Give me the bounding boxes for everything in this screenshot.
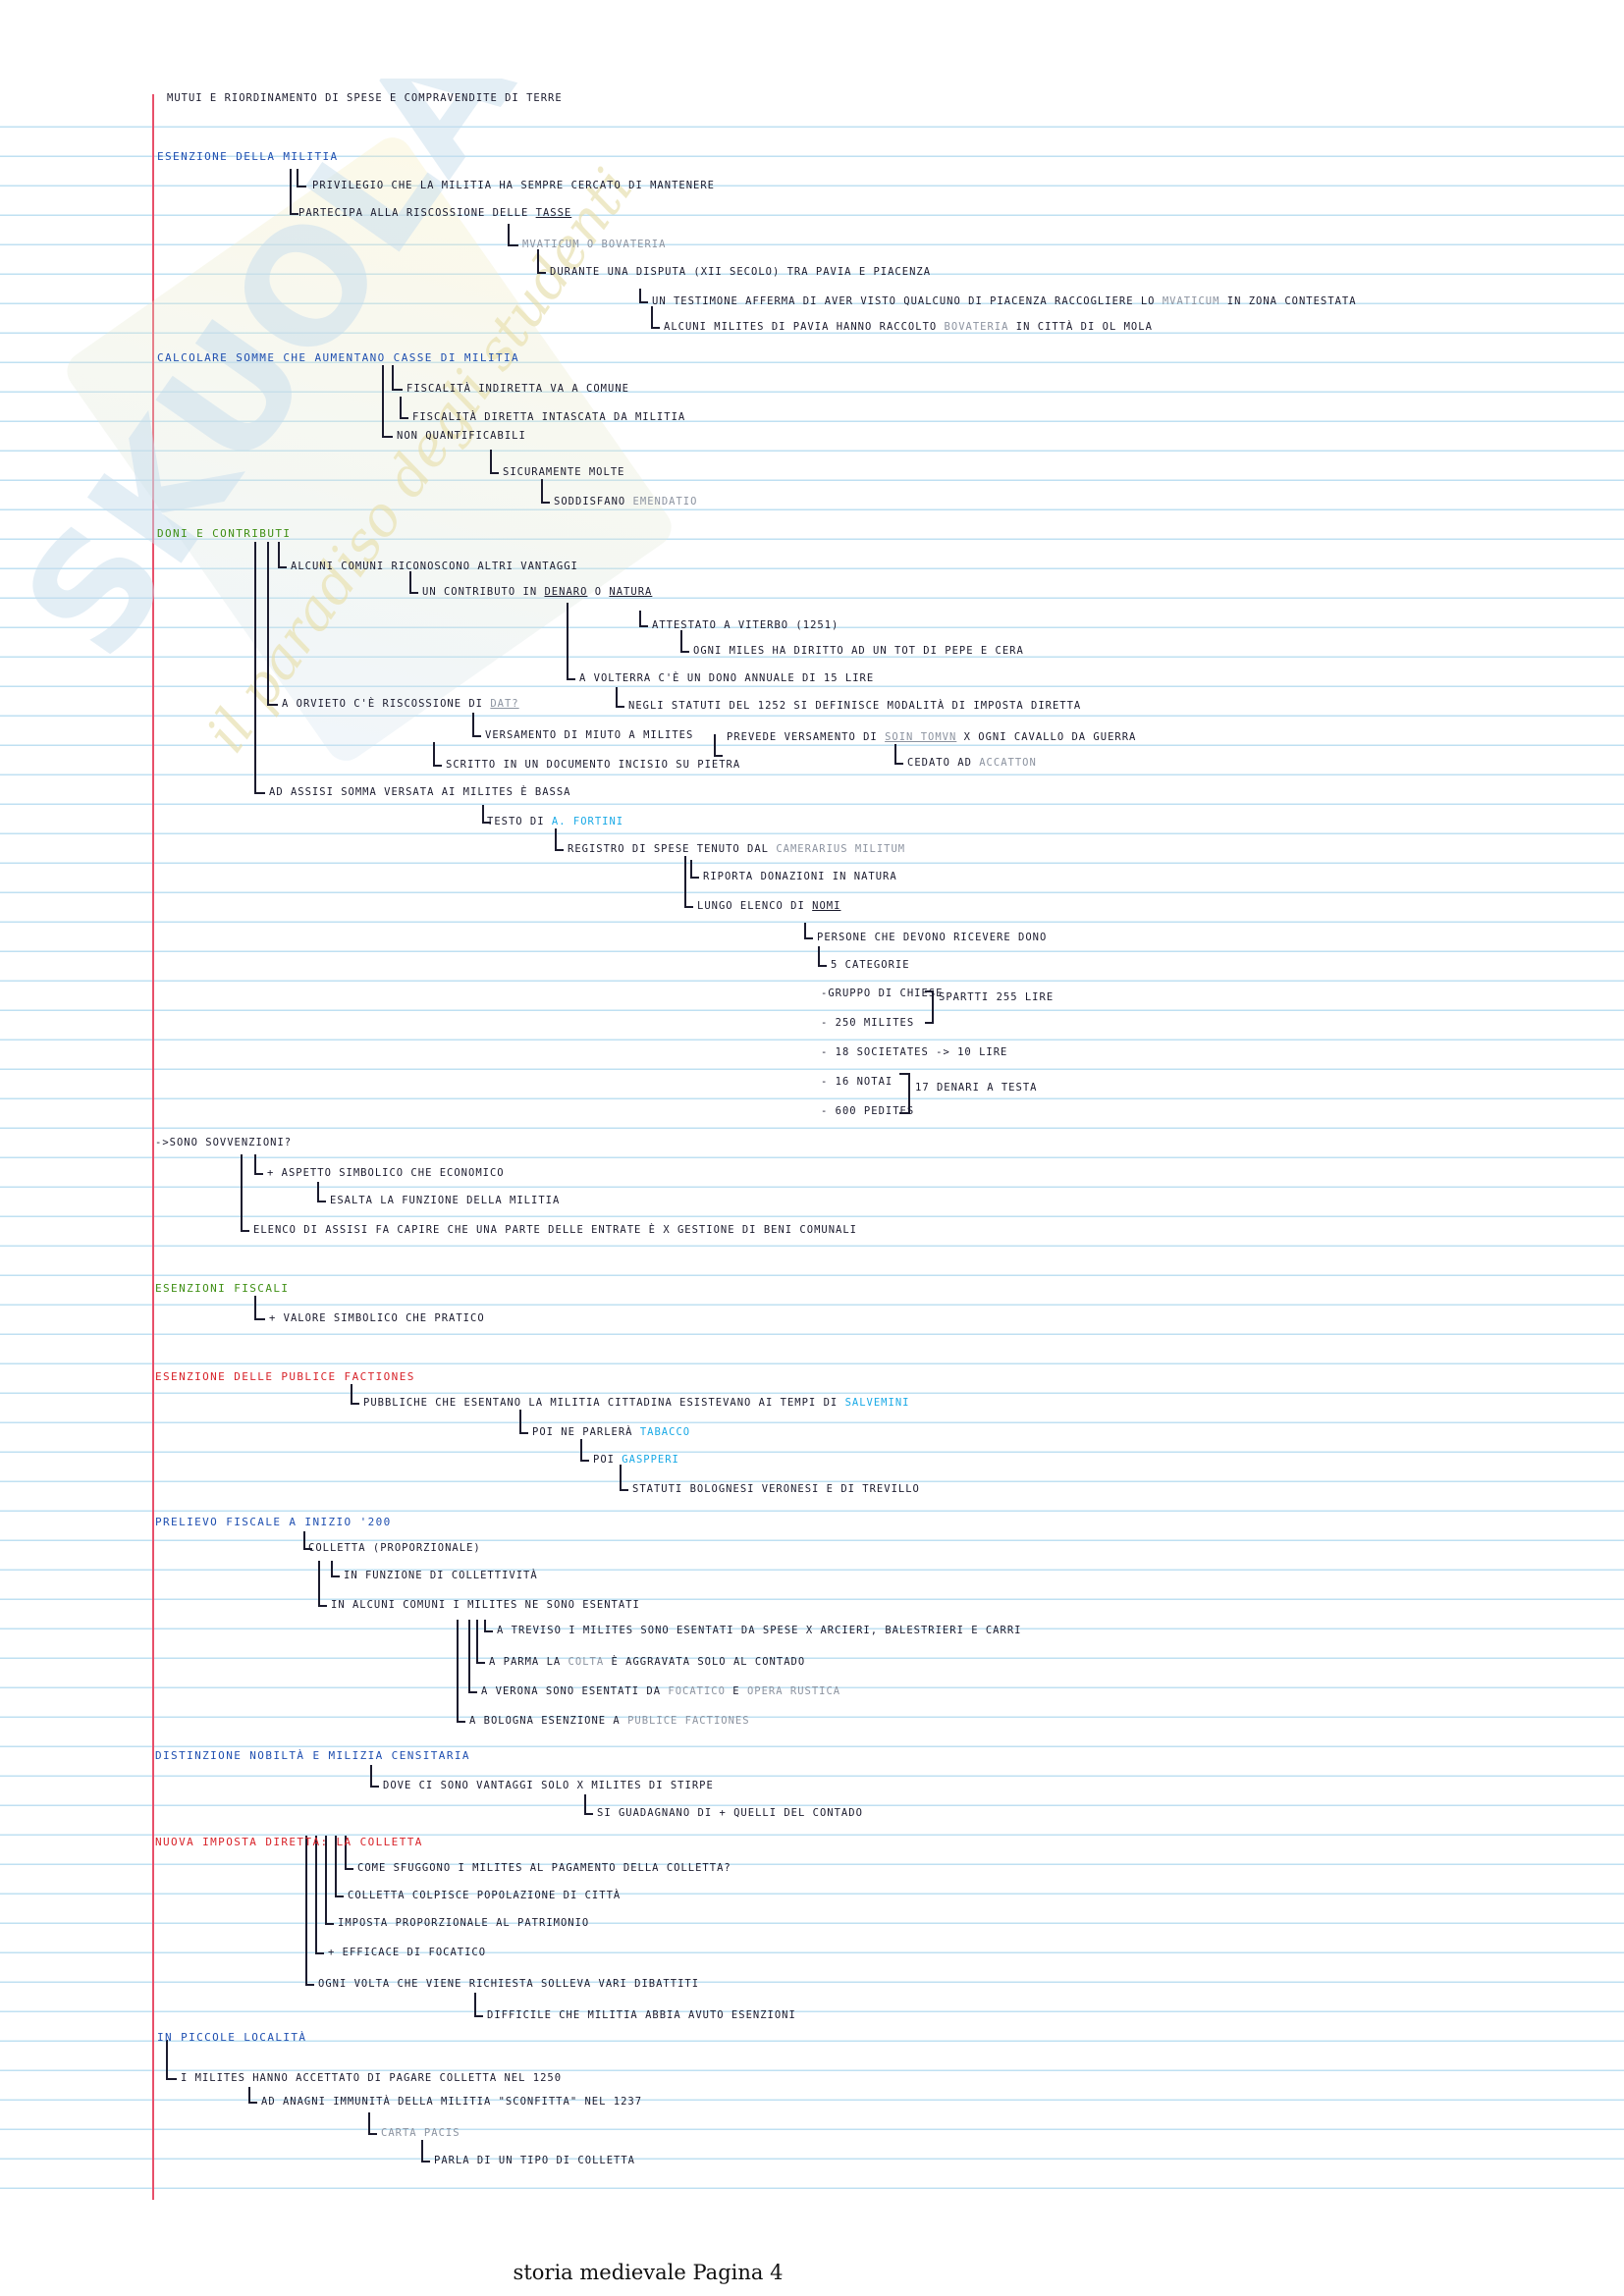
note-line: elenco di assisi fa capire che una parte… [253, 1224, 858, 1236]
note-line: 5 categorie [831, 959, 910, 971]
note-line: persone che devono ricevere dono [817, 932, 1048, 943]
note-line: partecipa alla riscossione delle tasse [298, 207, 572, 219]
note-line: in alcuni comuni i milites ne sono esent… [331, 1599, 640, 1611]
note-line: come sfuggono i milites al pagamento del… [357, 1862, 731, 1874]
note-line: carta pacis [381, 2127, 460, 2139]
note-line: ogni volta che viene richiesta solleva v… [318, 1978, 700, 1990]
watermark-logo: SKUOLA.net il paradiso degli studenti [29, 79, 736, 764]
note-line: colletta colpisce popolazione di città [348, 1890, 622, 1901]
note-line: + valore simbolico che pratico [269, 1312, 485, 1324]
note-line: privilegio che la militia ha sempre cerc… [312, 180, 716, 191]
note-line: dove ci sono vantaggi solo x milites di … [383, 1780, 714, 1791]
margin-line [152, 94, 154, 2200]
note-line: registro di spese tenuto dal camerarius … [568, 843, 906, 855]
list-item: - 600 pedites [821, 1105, 915, 1117]
note-line: durante una disputa (xii secolo) tra pav… [550, 266, 932, 278]
heading-publice-factiones: Esenzione delle publice factiones [155, 1370, 415, 1383]
heading-nuova-imposta: Nuova imposta diretta: la colletta [155, 1836, 423, 1848]
list-note: 17 denari a testa [915, 1082, 1038, 1094]
note-line: attestato a viterbo (1251) [652, 619, 839, 631]
list-item: - 16 notai [821, 1076, 893, 1088]
heading-esenzioni-fiscali: Esenzioni fiscali [155, 1282, 290, 1295]
note-line: fiscalità indiretta va a comune [406, 383, 629, 395]
heading-prelievo-fiscale: Prelievo fiscale a inizio '200 [155, 1516, 392, 1528]
list-item: -gruppo di chiese [821, 988, 944, 999]
note-line: ad anagni immunità della militia "sconfi… [261, 2096, 643, 2108]
heading-calcolare-somme: Calcolare somme che aumentano casse di m… [157, 351, 520, 364]
note-line: cedato ad Accatton [907, 757, 1037, 769]
note-line: a bologna esenzione a publice factiones [469, 1715, 750, 1727]
note-line: colletta (proporzionale) [308, 1542, 481, 1554]
note-line: a parma la colta è aggravata solo al con… [489, 1656, 806, 1668]
note-line: ad assisi somma versata ai milites è bas… [269, 786, 571, 798]
note-line: difficile che militia abbia avuto esenzi… [487, 2009, 796, 2021]
note-line: riporta donazioni in natura [703, 871, 897, 882]
watermark-shape [67, 137, 672, 761]
list-item: - 250 milites [821, 1017, 915, 1029]
note-line: sicuramente molte [503, 466, 625, 478]
note-line: fiscalità diretta intascata da militia [412, 411, 686, 423]
note-line: statuti bolognesi veronesi e di trevillo [632, 1483, 920, 1495]
note-line: poi Gaspperi [593, 1454, 679, 1466]
note-line: ogni miles ha diritto ad un tot di pepe … [693, 645, 1024, 657]
note-line: prevede versamento di soin tomvn x ogni … [727, 731, 1137, 743]
note-line: poi ne parlerà Tabacco [532, 1426, 691, 1438]
top-cut-line: Mutui e riordinamento di spese e comprav… [167, 92, 563, 104]
note-line: scritto in un documento incisio su pietr… [446, 759, 741, 771]
list-item: - 18 societates -> 10 lire [821, 1046, 1008, 1058]
note-line: un contributo in denaro o natura [422, 586, 653, 598]
note-line: + efficace di focatico [328, 1947, 487, 1958]
heading-esenzione-militia: Esenzione della militia [157, 150, 339, 163]
note-line: soddisfano Emendatio [554, 496, 698, 507]
note-line: versamento di miuto a milites [485, 729, 694, 741]
heading-sovvenzioni: ->sono sovvenzioni? [155, 1137, 293, 1148]
heading-distinzione-nobilta: Distinzione nobiltà e milizia censitaria [155, 1749, 470, 1762]
note-line: a volterra c'è un dono annuale di 15 lir… [579, 672, 875, 684]
note-line: alcuni comuni riconoscono altri vantaggi [291, 561, 578, 572]
note-line: in funzione di collettività [344, 1570, 538, 1581]
note-line: negli statuti del 1252 si definisce moda… [628, 700, 1082, 712]
note-line: i milites hanno accettato di pagare coll… [181, 2072, 563, 2084]
note-line: alcuni milites di pavia hanno raccolto b… [664, 321, 1153, 333]
note-line: pubbliche che esentano la militia cittad… [363, 1397, 910, 1409]
note-line: a verona sono esentati da Focatico e ope… [481, 1685, 841, 1697]
note-line: lungo elenco di nomi [697, 900, 841, 912]
note-line: si guadagnano di + quelli del contado [597, 1807, 863, 1819]
note-line: imposta proporzionale al patrimonio [338, 1917, 590, 1929]
list-note: spartti 255 lire [939, 991, 1055, 1003]
note-line: Mvaticum o bovateria [522, 239, 667, 250]
note-line: un testimone afferma di aver visto qualc… [652, 295, 1357, 307]
note-line: a treviso i milites sono esentati da spe… [497, 1625, 1022, 1636]
note-line: testo di A. Fortini [487, 816, 624, 828]
note-line: non quantificabili [397, 430, 526, 442]
note-line: a orvieto c'è riscossione di dat? [282, 698, 519, 710]
note-line: + aspetto simbolico che economico [267, 1167, 505, 1179]
note-line: parla di un tipo di colletta [434, 2155, 636, 2166]
page-footer: storia medievale Pagina 4 [513, 2261, 784, 2284]
heading-doni-contributi: Doni e contributi [157, 527, 292, 540]
note-line: esalta la funzione della militia [330, 1195, 561, 1206]
heading-piccole-localita: in piccole località [157, 2031, 307, 2044]
